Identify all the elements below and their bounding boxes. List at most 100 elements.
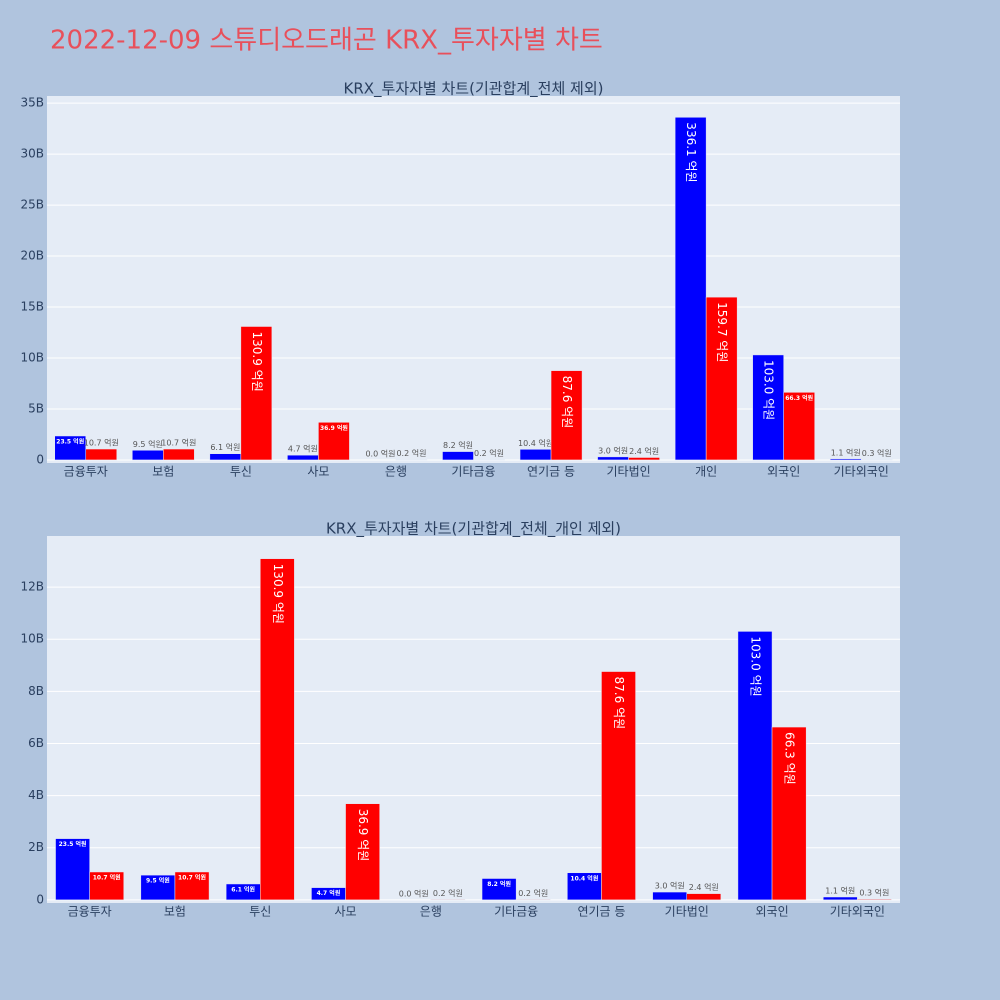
x-tick-label: 은행 bbox=[420, 904, 442, 919]
y-tick-label: 8B bbox=[28, 684, 44, 698]
bar-value-label: 0.0 억원 bbox=[399, 888, 429, 898]
x-tick-label: 사모 bbox=[335, 905, 357, 919]
bar-value-label: 0.2 억원 bbox=[518, 888, 548, 898]
bar bbox=[652, 891, 688, 901]
bar bbox=[597, 456, 629, 461]
x-tick-label: 기타외국인 bbox=[830, 905, 885, 919]
bar bbox=[132, 450, 164, 461]
bar bbox=[822, 896, 858, 901]
bar bbox=[481, 878, 517, 901]
bar-value-label: 0.2 억원 bbox=[474, 448, 504, 458]
bar-value-label: 0.2 억원 bbox=[433, 888, 463, 898]
bar bbox=[287, 454, 319, 461]
bar-value-label: 0.2 억원 bbox=[396, 448, 426, 458]
bar-value-label: 36.9 억원 bbox=[320, 424, 348, 432]
x-tick-label: 외국인 bbox=[755, 905, 788, 919]
bar bbox=[85, 448, 118, 461]
x-tick-label: 외국인 bbox=[767, 465, 800, 479]
bar bbox=[209, 453, 242, 461]
bar bbox=[705, 296, 738, 461]
x-tick-label: 연기금 등 bbox=[527, 465, 575, 479]
bar-value-label: 2.4 억원 bbox=[689, 882, 719, 892]
bar bbox=[89, 871, 125, 901]
x-tick-label: 보험 bbox=[152, 465, 174, 479]
x-tick-label: 기타금융 bbox=[451, 465, 495, 479]
bar bbox=[174, 871, 210, 901]
bar bbox=[345, 803, 380, 901]
bar-value-label: 10.7 억원 bbox=[178, 873, 206, 881]
bar-value-label: 66.3 억원 bbox=[783, 732, 797, 785]
bar bbox=[442, 451, 474, 461]
bar-value-label: 66.3 억원 bbox=[785, 394, 813, 402]
bar-value-label: 3.0 억원 bbox=[598, 445, 628, 455]
x-tick-label: 투신 bbox=[249, 905, 271, 919]
bar bbox=[55, 838, 90, 901]
bar bbox=[140, 874, 176, 901]
bar-value-label: 87.6 억원 bbox=[612, 677, 626, 730]
x-tick-label: 개인 bbox=[695, 465, 717, 479]
bar-value-label: 0.3 억원 bbox=[859, 888, 889, 898]
x-tick-label: 투신 bbox=[230, 465, 252, 479]
y-tick-label: 10B bbox=[20, 350, 44, 364]
y-tick-label: 5B bbox=[28, 401, 44, 415]
bar bbox=[260, 558, 295, 901]
bar bbox=[674, 117, 707, 461]
bar-value-label: 8.2 억원 bbox=[443, 440, 473, 450]
bar-value-label: 10.7 억원 bbox=[93, 873, 121, 881]
bar-value-label: 0.0 억원 bbox=[365, 448, 395, 458]
bar-value-label: 23.5 억원 bbox=[56, 437, 84, 445]
x-tick-label: 금융투자 bbox=[64, 465, 108, 479]
bar bbox=[240, 326, 273, 461]
bar-value-label: 1.1 억원 bbox=[825, 886, 855, 896]
bar-value-label: 3.0 억원 bbox=[655, 881, 685, 891]
bar-value-label: 2.4 억원 bbox=[629, 446, 659, 456]
bar-value-label: 10.4 억원 bbox=[518, 438, 553, 448]
bar bbox=[829, 458, 862, 461]
bar bbox=[601, 671, 636, 901]
bar-value-label: 1.1 억원 bbox=[831, 447, 861, 457]
x-tick-label: 금융투자 bbox=[68, 905, 112, 919]
bar bbox=[737, 631, 773, 901]
x-tick-label: 은행 bbox=[385, 464, 407, 479]
bar-value-label: 4.7 억원 bbox=[317, 889, 341, 897]
bar-value-label: 9.5 억원 bbox=[133, 439, 163, 449]
bar-value-label: 6.1 억원 bbox=[231, 885, 255, 893]
bar bbox=[628, 457, 660, 461]
bar bbox=[519, 449, 552, 461]
bar bbox=[857, 898, 892, 901]
bar-value-label: 10.4 억원 bbox=[570, 874, 598, 882]
bar-value-label: 103.0 억원 bbox=[748, 636, 762, 696]
x-tick-label: 사모 bbox=[307, 465, 329, 479]
x-tick-label: 기타법인 bbox=[607, 465, 651, 479]
y-tick-label: 0 bbox=[36, 892, 44, 906]
y-tick-label: 30B bbox=[20, 147, 44, 161]
x-tick-label: 보험 bbox=[164, 905, 186, 919]
bar-value-label: 0.3 억원 bbox=[862, 448, 892, 458]
x-tick-label: 연기금 등 bbox=[577, 905, 625, 919]
y-tick-label: 4B bbox=[28, 788, 44, 802]
bar-value-label: 130.9 억원 bbox=[271, 564, 285, 624]
y-tick-label: 12B bbox=[20, 580, 44, 594]
chart-title: KRX_투자자별 차트(기관합계_전체 제외) bbox=[344, 80, 604, 99]
y-tick-label: 6B bbox=[28, 736, 44, 750]
bar-value-label: 159.7 억원 bbox=[715, 302, 729, 362]
bar bbox=[430, 899, 466, 901]
x-tick-label: 기타금융 bbox=[494, 905, 538, 919]
y-tick-label: 10B bbox=[20, 632, 44, 646]
bar-value-label: 36.9 억원 bbox=[356, 809, 370, 862]
bar bbox=[771, 726, 807, 901]
bar-value-label: 10.7 억원 bbox=[161, 438, 196, 448]
y-tick-label: 15B bbox=[20, 300, 44, 314]
x-tick-label: 기타외국인 bbox=[834, 465, 889, 479]
bar-value-label: 10.7 억원 bbox=[84, 438, 119, 448]
bar-value-label: 6.1 억원 bbox=[210, 442, 240, 452]
y-tick-label: 25B bbox=[20, 198, 44, 212]
x-tick-label: 기타법인 bbox=[665, 905, 709, 919]
bar bbox=[550, 370, 583, 461]
bar bbox=[163, 448, 195, 461]
y-tick-label: 0 bbox=[36, 452, 44, 466]
page-title: 2022-12-09 스튜디오드래곤 KRX_투자자별 차트 bbox=[50, 26, 603, 56]
bar bbox=[752, 354, 784, 461]
y-tick-label: 35B bbox=[20, 96, 44, 110]
